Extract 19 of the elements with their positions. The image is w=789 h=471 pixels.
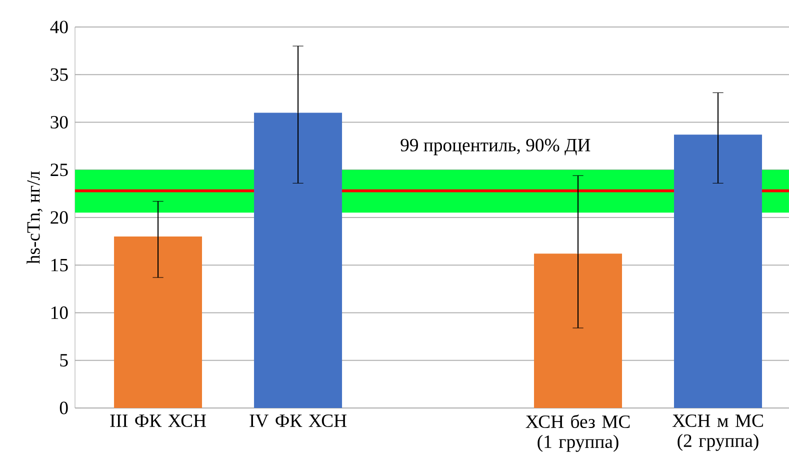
y-tick-label: 20	[50, 211, 68, 224]
bar	[534, 254, 622, 408]
bar	[674, 134, 762, 408]
y-tick-label: 15	[51, 258, 68, 272]
bar	[254, 112, 342, 408]
y-tick-label: 30	[50, 116, 68, 129]
x-tick-label: IV ФК ХСН	[250, 414, 347, 428]
y-tick-label: 40	[50, 20, 68, 34]
y-tick-label: 25	[50, 164, 68, 176]
bar	[114, 236, 202, 408]
x-tick-label: ХСН без МС (1 группа)	[526, 414, 630, 452]
y-tick-label: 35	[50, 68, 68, 81]
y-axis-title: hs-cTn, нг/л	[26, 171, 42, 264]
x-tick-label: ХСН м МС (2 группа)	[672, 414, 763, 451]
y-tick-label: 5	[60, 354, 68, 367]
y-tick-label: 0	[60, 402, 68, 414]
x-tick-label: III ФК ХСН	[110, 414, 206, 428]
band-label: 99 процентиль, 90% ДИ	[400, 138, 590, 156]
y-tick-label: 10	[51, 306, 68, 320]
